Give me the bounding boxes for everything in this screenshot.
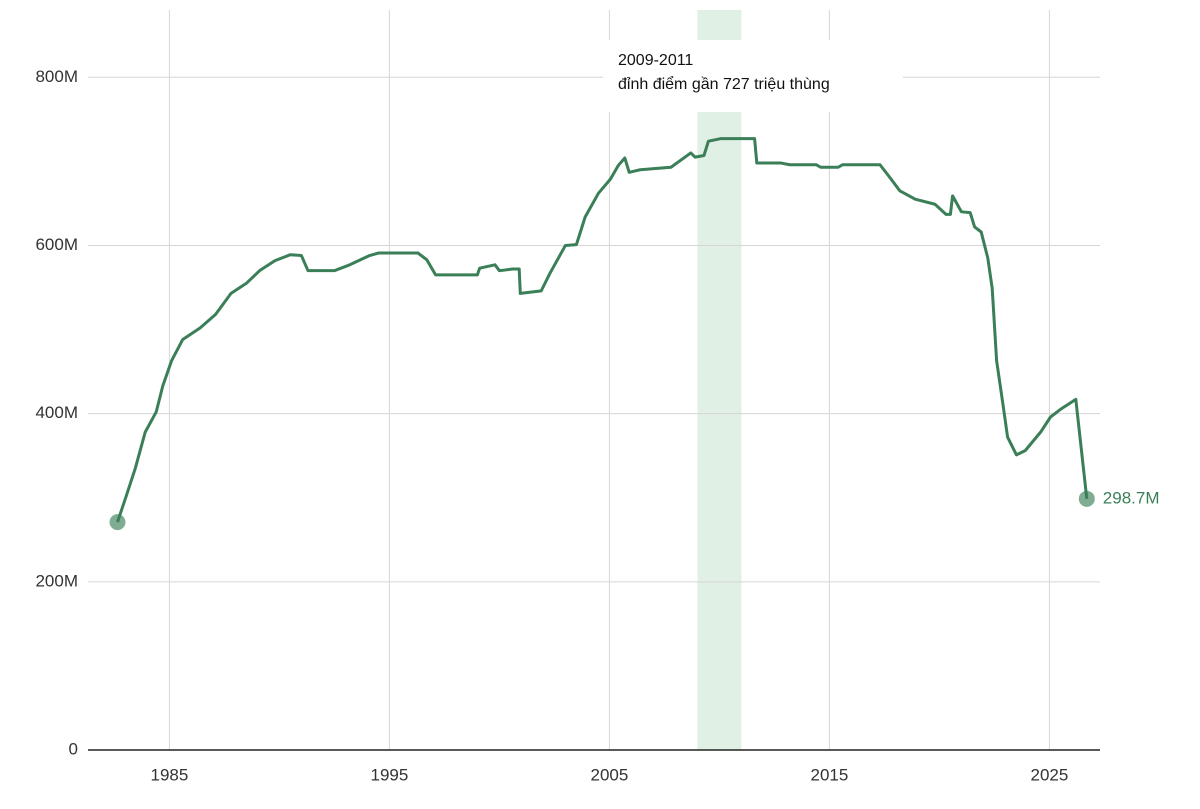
data-line [116, 137, 1089, 523]
x-tick-label: 2015 [810, 765, 848, 784]
end-point [1078, 490, 1095, 507]
x-tick-label: 1985 [150, 765, 188, 784]
x-tick-label: 2005 [590, 765, 628, 784]
y-tick-label: 600M [35, 235, 78, 254]
y-tick-label: 200M [35, 571, 78, 590]
annotation-text: đỉnh điểm gần 727 triệu thùng [618, 75, 830, 93]
x-tick-label: 1995 [370, 765, 408, 784]
y-tick-label: 800M [35, 67, 78, 86]
y-tick-label: 0 [69, 739, 78, 758]
x-tick-label: 2025 [1030, 765, 1068, 784]
annotation-box [603, 40, 903, 112]
end-point [109, 514, 126, 531]
data-label: 298.7M [1103, 488, 1160, 507]
y-tick-label: 400M [35, 403, 78, 422]
annotation-title: 2009-2011 [618, 52, 693, 69]
highlight-band [697, 10, 742, 750]
